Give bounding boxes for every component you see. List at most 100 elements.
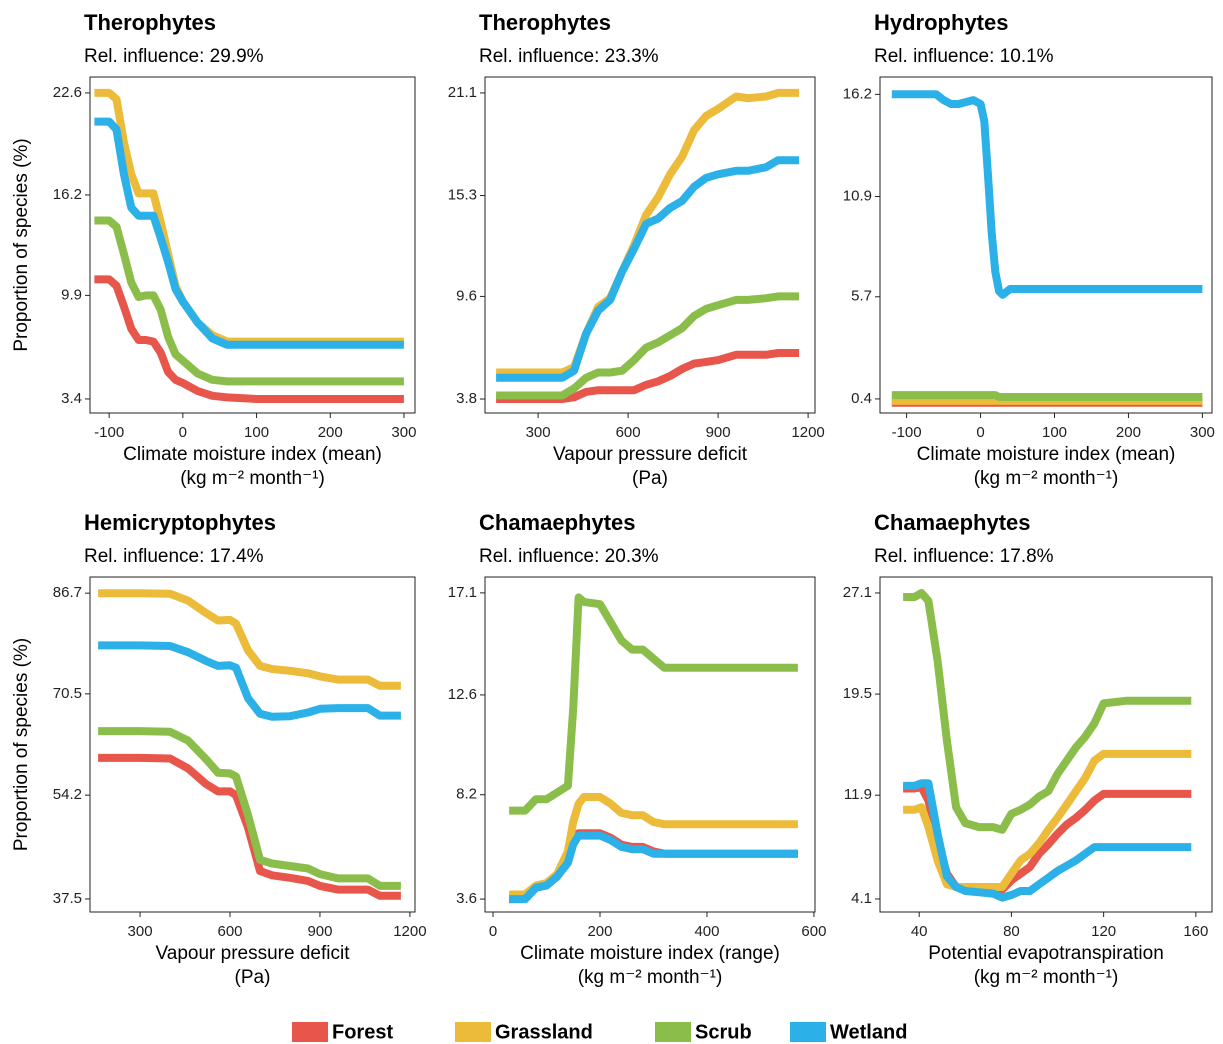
y-tick-label: 9.6: [456, 287, 477, 304]
x-tick-label: 100: [244, 424, 269, 441]
x-tick-label: 80: [1003, 923, 1020, 940]
y-tick-label: 16.2: [53, 186, 82, 203]
y-tick-label: 16.2: [843, 85, 872, 102]
y-tick-label: 19.5: [843, 685, 872, 702]
x-tick-label: 300: [526, 424, 551, 441]
x-tick-label: 0: [179, 424, 187, 441]
x-tick-label: 600: [217, 923, 242, 940]
x-tick-label: 400: [694, 923, 719, 940]
plot-frame: [879, 576, 1213, 913]
panel-subtitle: Rel. influence: 10.1%: [874, 46, 1054, 67]
panel-title: Therophytes: [479, 10, 611, 35]
x-tick-label: 40: [911, 923, 928, 940]
x-axis-label: Potential evapotranspiration: [928, 943, 1164, 964]
y-tick-label: 3.6: [456, 890, 477, 907]
series-line: [509, 831, 798, 904]
legend-swatch: [455, 1022, 491, 1042]
panel-title: Therophytes: [84, 10, 216, 35]
y-tick-label: 4.1: [851, 890, 872, 907]
plot-area: [94, 88, 404, 403]
x-axis-label: Climate moisture index (range): [520, 943, 780, 964]
x-axis-label: (Pa): [235, 967, 271, 988]
x-tick-label: 100: [1042, 424, 1067, 441]
x-tick-label: 1200: [791, 424, 824, 441]
series-line: [891, 391, 1203, 401]
series-line: [496, 156, 800, 382]
x-tick-label: -100: [892, 424, 922, 441]
legend-swatch: [790, 1022, 826, 1042]
panel-title: Hemicryptophytes: [84, 510, 276, 535]
y-tick-label: 0.4: [851, 390, 872, 407]
panel: Therophytes Rel. influence: 29.9% -100 0 100…: [11, 10, 416, 489]
legend-swatch: [292, 1022, 328, 1042]
panel-subtitle: Rel. influence: 17.4%: [84, 546, 264, 567]
panel: Therophytes Rel. influence: 23.3% 300 600 90…: [448, 10, 825, 489]
x-tick-label: 0: [976, 424, 984, 441]
panel: Chamaephytes Rel. influence: 17.8% 40 80 120…: [843, 510, 1213, 988]
plot-area: [891, 90, 1203, 407]
series-line: [509, 593, 798, 815]
plot-frame: [484, 576, 816, 913]
x-tick-label: 300: [391, 424, 416, 441]
legend-label: Grassland: [495, 1021, 593, 1043]
series-line: [903, 589, 1192, 834]
x-tick-label: 600: [616, 424, 641, 441]
series-line: [903, 749, 1192, 891]
panel-title: Hydrophytes: [874, 10, 1008, 35]
y-tick-label: 3.4: [61, 390, 82, 407]
series-line: [496, 88, 800, 377]
x-tick-label: 300: [128, 923, 153, 940]
y-tick-label: 3.8: [456, 390, 477, 407]
legend-swatch: [655, 1022, 691, 1042]
series-line: [98, 753, 401, 900]
series-line: [496, 292, 800, 400]
legend-label: Scrub: [695, 1021, 752, 1043]
x-tick-label: 160: [1183, 923, 1208, 940]
y-tick-label: 17.1: [448, 584, 477, 601]
plot-area: [903, 589, 1192, 902]
x-axis-label: Climate moisture index (mean): [123, 444, 382, 465]
x-tick-label: 120: [1091, 923, 1116, 940]
y-tick-label: 10.9: [843, 187, 872, 204]
y-tick-label: 9.9: [61, 286, 82, 303]
plot-frame: [89, 76, 416, 414]
series-line: [98, 727, 401, 890]
x-tick-label: 900: [706, 424, 731, 441]
panel-title: Chamaephytes: [874, 510, 1031, 535]
x-axis-label: (kg m⁻² month⁻¹): [974, 967, 1119, 988]
series-line: [94, 117, 404, 349]
y-tick-label: 37.5: [53, 890, 82, 907]
series-line: [891, 90, 1203, 299]
panel: Hydrophytes Rel. influence: 10.1% -100 0 100…: [843, 10, 1215, 489]
panel: Hemicryptophytes Rel. influence: 17.4% 300…: [11, 510, 427, 988]
series-line: [94, 275, 404, 403]
x-axis-label: Vapour pressure deficit: [553, 444, 748, 465]
x-tick-label: -100: [94, 424, 124, 441]
x-tick-label: 200: [1116, 424, 1141, 441]
y-tick-label: 5.7: [851, 288, 872, 305]
x-tick-label: 200: [318, 424, 343, 441]
legend-label: Wetland: [830, 1021, 907, 1043]
series-line: [98, 589, 401, 690]
y-tick-label: 8.2: [456, 786, 477, 803]
series-line: [98, 641, 401, 721]
x-tick-label: 0: [489, 923, 497, 940]
y-tick-label: 15.3: [448, 187, 477, 204]
panel-subtitle: Rel. influence: 23.3%: [479, 46, 659, 67]
plot-area: [496, 88, 800, 403]
x-axis-label: (kg m⁻² month⁻¹): [974, 468, 1119, 489]
y-tick-label: 27.1: [843, 584, 872, 601]
panel: Chamaephytes Rel. influence: 20.3% 0 200 400…: [448, 510, 827, 988]
series-line: [496, 349, 800, 403]
y-axis-label: Proportion of species (%): [11, 638, 32, 851]
x-axis-label: (kg m⁻² month⁻¹): [180, 468, 325, 489]
plot-area: [98, 589, 401, 900]
plot-area: [509, 593, 798, 904]
y-tick-label: 70.5: [53, 685, 82, 702]
y-axis-label: Proportion of species (%): [11, 138, 32, 351]
x-tick-label: 200: [587, 923, 612, 940]
panel-subtitle: Rel. influence: 17.8%: [874, 546, 1054, 567]
plot-frame: [89, 576, 416, 913]
y-tick-label: 12.6: [448, 686, 477, 703]
